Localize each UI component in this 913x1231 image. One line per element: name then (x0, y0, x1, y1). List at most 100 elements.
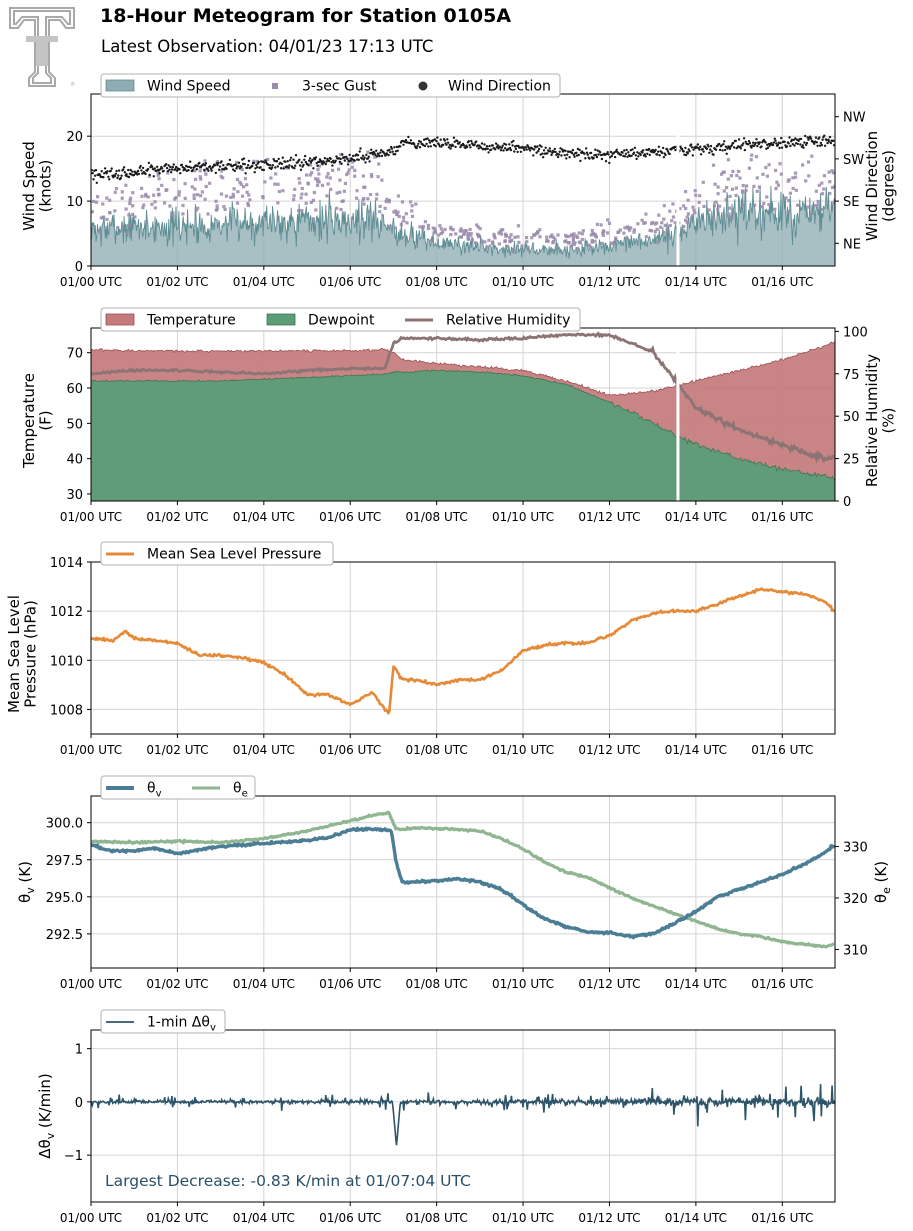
wind-direction-point (523, 148, 526, 152)
gust-point (788, 191, 792, 195)
wind-direction-point (366, 157, 370, 160)
wind-direction-point (537, 150, 540, 153)
wind-direction-markers (91, 134, 835, 184)
gust-point (366, 197, 370, 201)
wind-direction-point (758, 141, 761, 144)
wind-direction-point (196, 164, 199, 168)
dewpoint-area (91, 369, 835, 501)
gust-point (306, 181, 310, 185)
gust-point (206, 212, 210, 216)
wind-direction-point (799, 137, 803, 141)
gust-point (198, 169, 202, 173)
gust-point (114, 187, 119, 191)
wind-direction-point (627, 151, 630, 154)
wind-direction-point (772, 141, 775, 144)
gust-point (534, 232, 539, 236)
y2-tick-label: 100 (843, 325, 868, 340)
gust-point (157, 193, 161, 197)
wind-direction-point (525, 148, 528, 151)
gust-point (648, 228, 652, 232)
gust-point (511, 247, 516, 251)
wind-direction-point (754, 141, 757, 145)
gust-point (810, 154, 814, 158)
chart-panel-dtheta: 01/00 UTC 01/02 UTC 01/04 UTC 01/06 UTC 01/0… (36, 1009, 836, 1225)
gust-point (246, 201, 250, 206)
gust-point (113, 209, 117, 213)
page-subtitle: Latest Observation: 04/01/23 17:13 UTC (101, 37, 434, 56)
wind-direction-point (125, 173, 128, 176)
x-tick-label: 01/14 UTC (665, 1211, 727, 1225)
gust-point (326, 182, 330, 186)
wind-direction-point (793, 144, 796, 147)
wind-direction-point (247, 159, 251, 163)
wind-direction-point (633, 146, 637, 149)
gust-point (642, 221, 646, 225)
wind-direction-point (162, 169, 165, 173)
x-tick-label: 01/08 UTC (406, 510, 468, 524)
wind-direction-point (255, 163, 258, 167)
gust-point (105, 196, 109, 200)
wind-direction-point (254, 167, 257, 170)
wind-direction-point (673, 145, 676, 149)
wind-direction-point (127, 168, 130, 172)
gust-point (449, 233, 453, 237)
wind-direction-point (198, 161, 201, 165)
gust-point (830, 169, 834, 173)
gust-point (300, 186, 304, 191)
gust-point (820, 192, 825, 196)
wind-direction-point (639, 153, 642, 157)
wind-direction-point (802, 146, 805, 149)
wind-direction-point (160, 167, 164, 170)
legend-swatch-direction (418, 81, 428, 91)
wind-direction-point (246, 166, 249, 169)
wind-direction-point (708, 151, 711, 154)
wind-direction-point (155, 169, 158, 173)
gust-point (311, 217, 315, 221)
gust-point (396, 210, 400, 214)
gust-point (369, 173, 374, 177)
wind-direction-point (690, 146, 694, 149)
wind-direction-point (394, 153, 397, 156)
wind-speed-line (91, 185, 835, 259)
wind-direction-point (204, 162, 208, 165)
wind-direction-point (501, 144, 504, 147)
wind-direction-point (829, 141, 833, 145)
gust-point (380, 178, 384, 182)
plot-area-pressure (91, 562, 835, 734)
wind-direction-point (720, 144, 723, 147)
wind-direction-point (726, 147, 729, 150)
wind-direction-point (115, 169, 118, 173)
data-gap (676, 94, 680, 266)
x-tick-label: 01/04 UTC (233, 743, 295, 757)
gust-point (740, 189, 744, 193)
wind-direction-point (648, 153, 651, 157)
wind-direction-point (428, 141, 432, 144)
y2-axis-label: Relative Humidity(%) (863, 354, 898, 487)
wind-direction-point (686, 152, 690, 155)
gust-point (156, 187, 160, 192)
wind-direction-point (170, 168, 174, 171)
gust-point (91, 210, 94, 214)
wind-direction-point (470, 139, 473, 143)
wind-direction-point (743, 148, 747, 152)
gust-point (822, 174, 826, 178)
wind-direction-point (416, 144, 419, 148)
wind-direction-point (783, 140, 786, 143)
gust-point (147, 174, 152, 178)
gust-point (166, 171, 170, 175)
gust-point (820, 207, 824, 211)
y-tick-label: 20 (66, 130, 83, 145)
gust-point (682, 204, 686, 208)
wind-direction-point (508, 143, 511, 146)
wind-direction-point (122, 168, 125, 171)
wind-direction-point (637, 155, 640, 158)
gust-point (735, 173, 739, 177)
wind-direction-point (217, 161, 220, 165)
wind-direction-point (565, 157, 568, 160)
gust-point (355, 196, 359, 200)
gust-point (311, 198, 315, 202)
gust-point (410, 204, 414, 208)
wind-direction-point (486, 147, 489, 150)
gust-point (449, 227, 453, 231)
wind-direction-point (712, 153, 715, 156)
